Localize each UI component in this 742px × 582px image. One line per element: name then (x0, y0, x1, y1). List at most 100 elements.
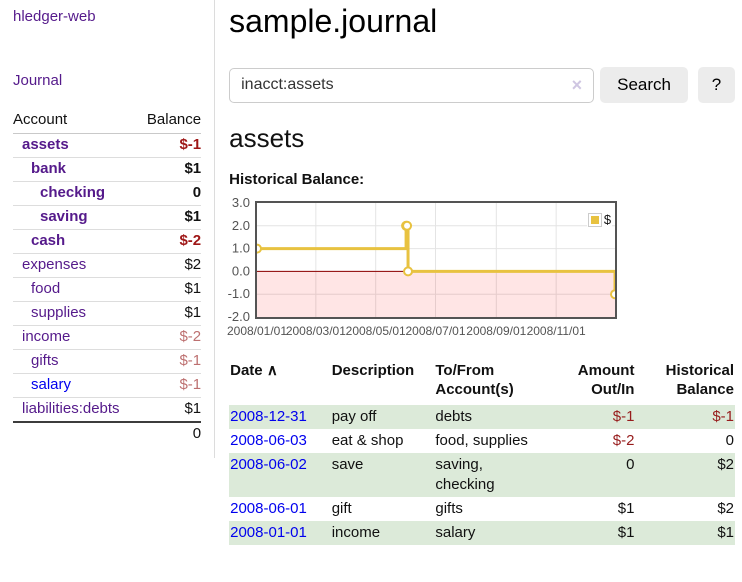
balance-chart[interactable]: 3.0 2.0 1.0 0.0 -1.0 -2.0 2008/01/01 2008/03/01… (227, 195, 621, 347)
accounts-table: Account Balance assets $-1 bank $1 checking 0… (13, 108, 202, 446)
account-row: checking 0 (13, 181, 202, 206)
register-header-row: Date ∧ Description To/From Account(s) Am… (229, 361, 735, 405)
transaction-description: income (331, 524, 381, 541)
account-link-saving[interactable]: saving (40, 208, 88, 225)
svg-text:2008/01/01: 2008/01/01 (227, 324, 287, 338)
account-balance: $1 (137, 205, 202, 230)
account-row: gifts $-1 (13, 349, 202, 374)
help-button[interactable]: ? (698, 67, 735, 103)
transaction-accounts: salary (435, 524, 476, 541)
sidebar: hledger-web Journal Account Balance asse… (0, 0, 216, 458)
transaction-amount: $1 (617, 500, 635, 517)
transaction-date-link[interactable]: 2008-12-31 (230, 408, 307, 425)
transaction-amount: $1 (617, 524, 635, 541)
account-row: assets $-1 (13, 133, 202, 158)
account-balance: $-1 (137, 349, 202, 374)
col-header-balance: Historical Balance (665, 362, 734, 398)
svg-text:2008/11/01: 2008/11/01 (527, 324, 586, 338)
transaction-accounts: debts (435, 408, 473, 425)
clear-search-icon[interactable]: × (571, 74, 583, 95)
svg-text:0.0: 0.0 (232, 263, 250, 278)
transaction-amount: $-1 (612, 408, 635, 425)
account-link-food[interactable]: food (31, 280, 61, 297)
transaction-amount: $-2 (612, 432, 635, 449)
svg-text:-2.0: -2.0 (228, 309, 250, 324)
search-bar: × Search ? (229, 67, 735, 103)
chart-svg: 3.0 2.0 1.0 0.0 -1.0 -2.02008/01/012008/03/01… (227, 195, 618, 338)
transaction-date-link[interactable]: 2008-06-01 (230, 500, 307, 517)
transaction-balance: $2 (717, 500, 734, 517)
register-row: 2008-06-02 save saving, checking 0 $2 (229, 453, 735, 497)
account-link-income[interactable]: income (22, 328, 71, 345)
col-header-date[interactable]: Date ∧ (230, 362, 278, 379)
svg-text:2008/09/01: 2008/09/01 (466, 324, 526, 338)
account-balance: $1 (137, 277, 202, 302)
account-link-salary[interactable]: salary (31, 376, 72, 393)
series-label: $ (603, 212, 612, 227)
svg-text:-1.0: -1.0 (228, 286, 250, 301)
transaction-description: pay off (331, 408, 377, 425)
account-row: income $-2 (13, 325, 202, 350)
series-swatch-icon (587, 212, 602, 227)
account-balance: $2 (137, 253, 202, 278)
register-row: 2008-01-01 income salary $1 $1 (229, 521, 735, 545)
account-balance: $1 (137, 301, 202, 326)
account-balance: $1 (184, 400, 202, 417)
accounts-header-row: Account Balance (13, 108, 202, 134)
account-balance: $1 (137, 157, 202, 182)
search-box: × (229, 67, 595, 103)
account-row: expenses $2 (13, 253, 202, 278)
chart-legend: $ (586, 211, 613, 228)
svg-text:2.0: 2.0 (232, 218, 250, 233)
svg-text:1.0: 1.0 (232, 241, 250, 256)
search-input[interactable] (230, 68, 594, 102)
transaction-balance: $2 (717, 456, 734, 473)
transaction-date-link[interactable]: 2008-06-03 (230, 432, 307, 449)
page: hledger-web Journal Account Balance asse… (0, 0, 735, 545)
transaction-date-link[interactable]: 2008-06-02 (230, 456, 307, 473)
account-link-cash[interactable]: cash (31, 232, 66, 249)
accounts-total-value: 0 (137, 421, 202, 446)
transaction-accounts: gifts (435, 500, 463, 517)
account-link-liabilities-debts[interactable]: liabilities:debts (22, 400, 120, 417)
account-link-assets[interactable]: assets (22, 136, 69, 153)
transaction-balance: $-1 (712, 408, 734, 425)
transaction-balance: 0 (725, 432, 734, 449)
account-balance: $-2 (137, 325, 202, 350)
sidebar-item-journal[interactable]: Journal (13, 72, 63, 89)
brand-link[interactable]: hledger-web (13, 8, 96, 25)
transaction-date-link[interactable]: 2008-01-01 (230, 524, 307, 541)
svg-text:2008/07/01: 2008/07/01 (406, 324, 466, 338)
register-row: 2008-06-01 gift gifts $1 $2 (229, 497, 735, 521)
accounts-header-account: Account (13, 108, 138, 134)
col-header-description: Description (331, 362, 415, 379)
register-row: 2008-12-31 pay off debts $-1 $-1 (229, 405, 735, 429)
search-button[interactable]: Search (600, 67, 688, 103)
accounts-total-row: 0 (13, 421, 202, 446)
account-link-expenses[interactable]: expenses (22, 256, 87, 273)
transaction-balance: $1 (717, 524, 734, 541)
transaction-amount: 0 (626, 456, 635, 473)
account-link-gifts[interactable]: gifts (31, 352, 59, 369)
col-header-amount: Amount Out/In (577, 362, 635, 398)
sidebar-nav: Journal (13, 72, 201, 108)
account-title: assets (229, 123, 305, 153)
account-link-supplies[interactable]: supplies (31, 304, 87, 321)
account-link-bank[interactable]: bank (31, 160, 67, 177)
account-row: salary $-1 (13, 373, 202, 398)
account-row: supplies $1 (13, 301, 202, 326)
chart-title: Historical Balance: (229, 171, 365, 188)
svg-text:2008/03/01: 2008/03/01 (286, 324, 346, 338)
account-row: bank $1 (13, 157, 202, 182)
accounts-total-spacer (13, 421, 138, 446)
sort-asc-icon: ∧ (266, 362, 278, 379)
account-row: saving $1 (13, 205, 202, 230)
account-balance: $-1 (137, 133, 202, 158)
transaction-description: save (331, 456, 364, 473)
accounts-header-balance: Balance (137, 108, 202, 134)
account-link-checking[interactable]: checking (40, 184, 106, 201)
svg-text:2008/05/01: 2008/05/01 (346, 324, 406, 338)
col-header-accounts: To/From Account(s) (435, 362, 514, 398)
transaction-description: gift (331, 500, 352, 517)
transaction-accounts: saving, checking (435, 456, 495, 493)
